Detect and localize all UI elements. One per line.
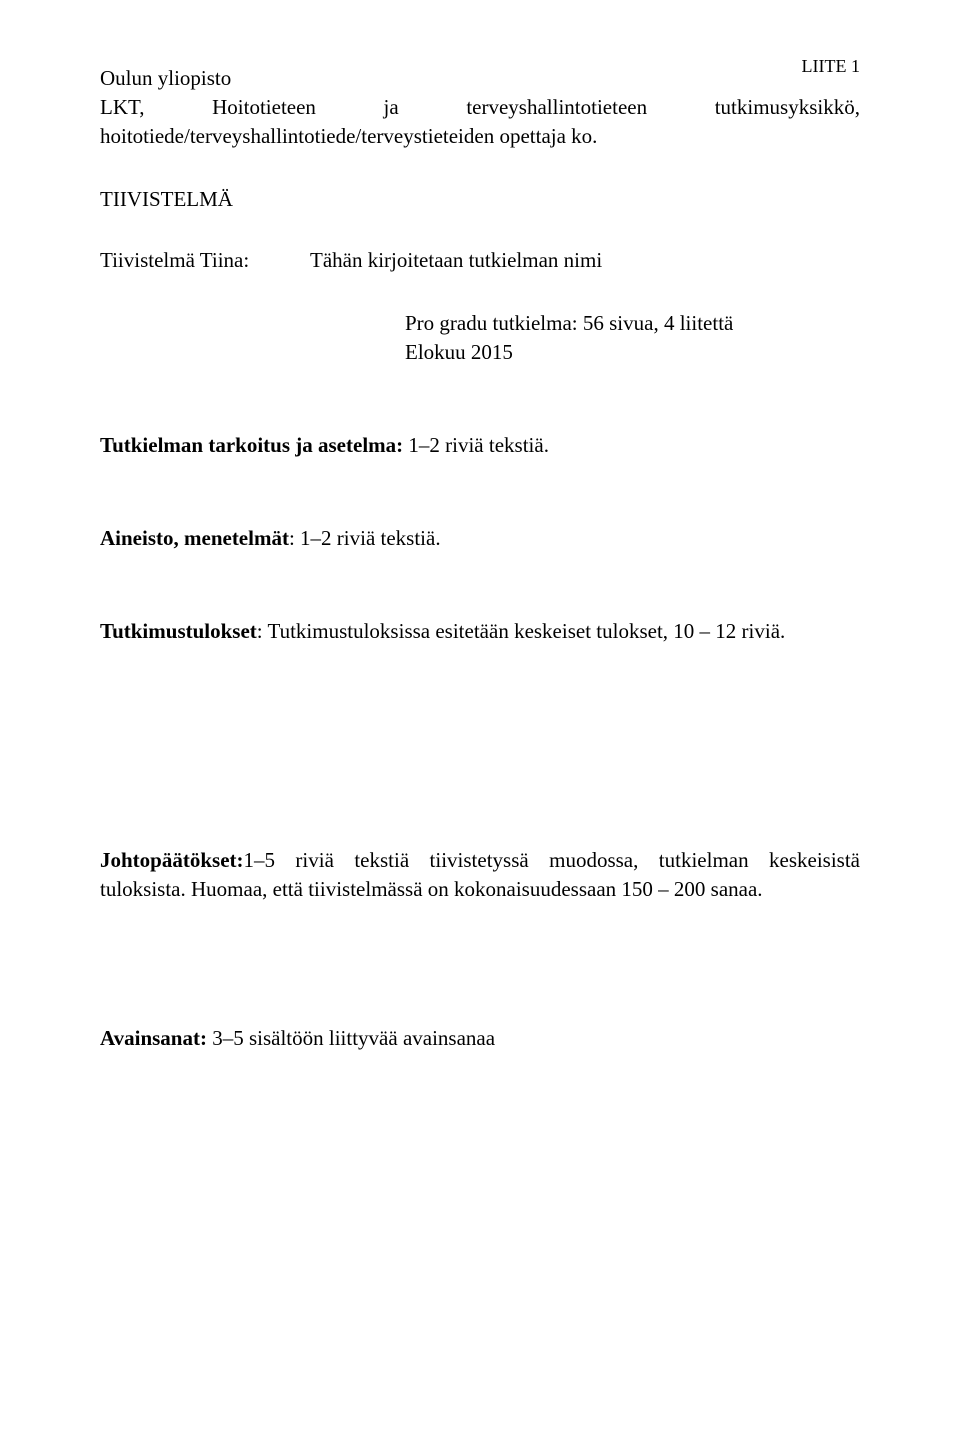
section-materials: Aineisto, menetelmät: 1–2 riviä tekstiä.	[100, 524, 860, 553]
section-results: Tutkimustulokset: Tutkimustuloksissa esi…	[100, 617, 860, 646]
header-block: Oulun yliopisto LKT, Hoitotieteen ja ter…	[100, 64, 860, 151]
thesis-date-line: Elokuu 2015	[405, 338, 860, 367]
thesis-pages-line: Pro gradu tutkielma: 56 sivua, 4 liitett…	[405, 309, 860, 338]
section-materials-heading: Aineisto, menetelmät	[100, 526, 289, 550]
department-line: LKT, Hoitotieteen ja terveyshallintotiet…	[100, 93, 860, 151]
document-page: LIITE 1 Oulun yliopisto LKT, Hoitotietee…	[0, 0, 960, 1449]
section-conclusions-heading: Johtopäätökset:	[100, 848, 244, 872]
section-purpose-heading: Tutkielman tarkoitus ja asetelma:	[100, 433, 408, 457]
author-title-line: Tiivistelmä Tiina: Tähän kirjoitetaan tu…	[100, 248, 860, 273]
thesis-info-block: Pro gradu tutkielma: 56 sivua, 4 liitett…	[405, 309, 860, 367]
author-name: Tiivistelmä Tiina:	[100, 248, 310, 273]
thesis-title-placeholder: Tähän kirjoitetaan tutkielman nimi	[310, 248, 602, 273]
abstract-heading: TIIVISTELMÄ	[100, 187, 860, 212]
section-materials-text: : 1–2 riviä tekstiä.	[289, 526, 441, 550]
section-results-text: : Tutkimustuloksissa esitetään keskeiset…	[257, 619, 785, 643]
section-purpose-text: 1–2 riviä tekstiä.	[408, 433, 549, 457]
university-name: Oulun yliopisto	[100, 64, 860, 93]
section-keywords-heading: Avainsanat:	[100, 1026, 212, 1050]
appendix-label: LIITE 1	[802, 56, 860, 77]
section-keywords: Avainsanat: 3–5 sisältöön liittyvää avai…	[100, 1024, 860, 1053]
section-conclusions: Johtopäätökset:1–5 riviä tekstiä tiivist…	[100, 846, 860, 904]
section-keywords-text: 3–5 sisältöön liittyvää avainsanaa	[212, 1026, 495, 1050]
section-results-heading: Tutkimustulokset	[100, 619, 257, 643]
section-purpose: Tutkielman tarkoitus ja asetelma: 1–2 ri…	[100, 431, 860, 460]
